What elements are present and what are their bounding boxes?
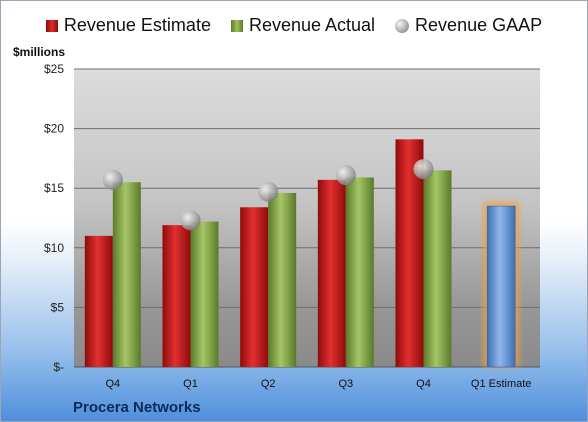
- y-tick-label: $25: [44, 62, 64, 76]
- y-axis-unit-label: $millions: [13, 45, 66, 59]
- bar-revenue-estimate: [84, 235, 113, 367]
- bar-revenue-actual: [423, 170, 452, 367]
- y-tick-label: $10: [44, 241, 64, 255]
- company-name: Procera Networks: [73, 399, 201, 416]
- bar-revenue-estimate-forecast: [486, 205, 516, 368]
- legend-item-actual: Revenue Actual: [230, 15, 376, 36]
- legend-label-gaap: Revenue GAAP: [415, 15, 543, 35]
- legend-swatch-estimate: [45, 19, 58, 32]
- legend-item-estimate: Revenue Estimate: [45, 15, 211, 36]
- x-tick-label: Q2: [261, 378, 276, 390]
- marker-revenue-gaap: [413, 159, 434, 180]
- x-tick-label: Q1 Estimate: [471, 378, 532, 390]
- bar-revenue-actual: [112, 182, 141, 367]
- x-tick-label: Q1: [183, 378, 198, 390]
- legend-swatch-actual: [230, 19, 243, 32]
- x-axis-ticks: Q4 Q1 Q2 Q3 Q4 Q1 Estimate: [105, 378, 531, 390]
- legend-swatch-gaap: [395, 18, 410, 33]
- bars: [84, 139, 520, 368]
- legend-item-gaap: Revenue GAAP: [395, 15, 542, 36]
- y-tick-label: $15: [44, 181, 64, 195]
- y-axis-ticks: $- $5 $10 $15 $20 $25: [44, 62, 64, 374]
- plot-area: [74, 69, 540, 367]
- x-tick-label: Q3: [338, 378, 353, 390]
- marker-revenue-gaap: [258, 181, 279, 202]
- y-tick-label: $5: [51, 300, 65, 314]
- x-tick-label: Q4: [416, 378, 431, 390]
- gridlines: [74, 68, 540, 368]
- y-tick-label: $-: [53, 360, 64, 374]
- legend-label-estimate: Revenue Estimate: [63, 15, 211, 35]
- bar-revenue-estimate: [240, 207, 269, 367]
- bar-revenue-estimate: [317, 179, 346, 367]
- marker-revenue-gaap: [180, 210, 201, 231]
- bar-revenue-estimate: [162, 225, 191, 367]
- bar-revenue-actual: [268, 192, 297, 367]
- gaap-markers: [102, 159, 434, 231]
- y-tick-label: $20: [44, 122, 64, 136]
- chart-legend: Revenue Estimate Revenue Actual Revenue …: [1, 15, 587, 36]
- bar-revenue-actual: [190, 221, 219, 367]
- bar-revenue-actual: [345, 177, 374, 367]
- marker-revenue-gaap: [335, 165, 356, 186]
- marker-revenue-gaap: [102, 169, 123, 190]
- x-tick-label: Q4: [105, 378, 120, 390]
- legend-label-actual: Revenue Actual: [248, 15, 376, 35]
